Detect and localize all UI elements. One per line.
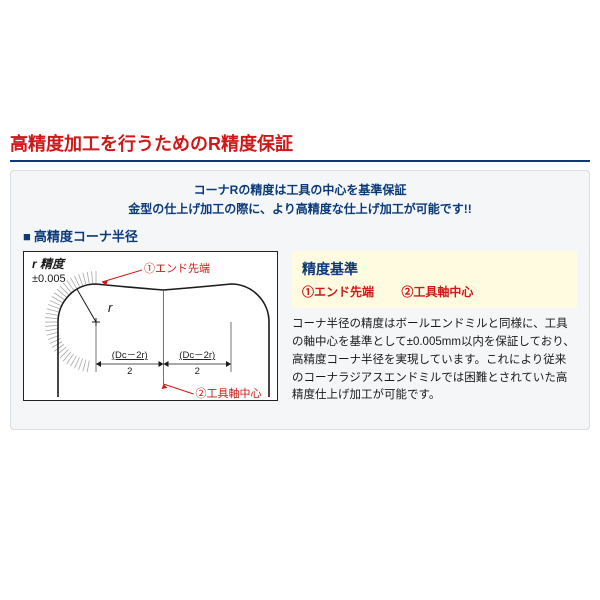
svg-text:2: 2: [195, 366, 200, 377]
intro-line-2: 金型の仕上げ加工の際に、より高精度な仕上げ加工が可能です!!: [128, 202, 471, 216]
section-label-text: 高精度コーナ半径: [34, 229, 138, 244]
svg-text:②工具軸中心: ②工具軸中心: [196, 386, 262, 400]
intro-text: コーナRの精度は工具の中心を基準保証 金型の仕上げ加工の際に、より高精度な仕上げ…: [23, 181, 577, 218]
criteria-item-2: ②工具軸中心: [401, 285, 473, 299]
svg-text:(Dc－2r): (Dc－2r): [112, 350, 148, 361]
criteria-box: 精度基準 ①エンド先端 ②工具軸中心: [292, 251, 577, 308]
svg-text:2: 2: [127, 366, 132, 377]
criteria-title: 精度基準: [302, 259, 567, 279]
intro-line-1: コーナRの精度は工具の中心を基準保証: [194, 183, 407, 197]
svg-text:±0.005: ±0.005: [32, 273, 66, 285]
square-bullet-icon: ■: [23, 229, 31, 244]
diagram-svg: r 精度 ±0.005 r ①エンド先端 (Dc－2r) 2 (Dc－2r) 2 ②工具軸中心: [24, 252, 279, 402]
body-text: コーナ半径の精度はボールエンドミルと同様に、工具の軸中心を基準として±0.005…: [292, 316, 577, 405]
svg-text:r 精度: r 精度: [32, 257, 66, 271]
content-panel: コーナRの精度は工具の中心を基準保証 金型の仕上げ加工の際に、より高精度な仕上げ…: [10, 170, 590, 430]
criteria-items: ①エンド先端 ②工具軸中心: [302, 283, 567, 300]
diagram-frame: r 精度 ±0.005 r ①エンド先端 (Dc－2r) 2 (Dc－2r) 2 ②工具軸中心: [23, 251, 278, 401]
section-label: ■高精度コーナ半径: [23, 226, 577, 245]
svg-text:(Dc－2r): (Dc－2r): [179, 350, 215, 361]
page-title: 高精度加工を行うためのR精度保証: [10, 130, 590, 162]
criteria-item-1: ①エンド先端: [302, 285, 374, 299]
diagram-container: r 精度 ±0.005 r ①エンド先端 (Dc－2r) 2 (Dc－2r) 2 ②工具軸中心: [23, 251, 278, 401]
svg-text:r: r: [108, 300, 113, 315]
svg-text:①エンド先端: ①エンド先端: [144, 262, 210, 275]
